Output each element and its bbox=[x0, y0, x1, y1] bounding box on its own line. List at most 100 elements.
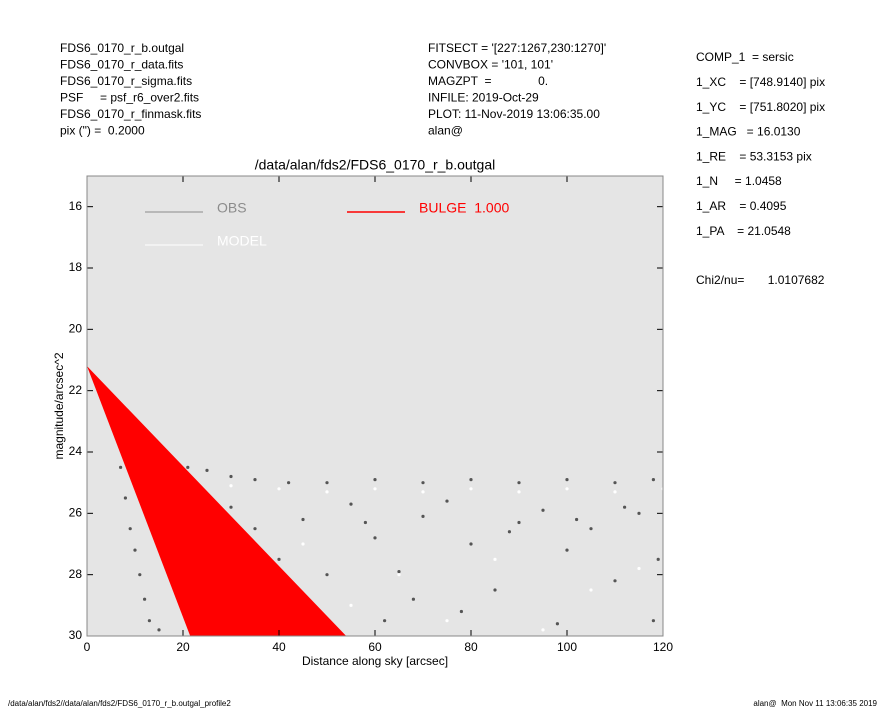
x-tick-label: 100 bbox=[557, 640, 577, 654]
data-point bbox=[205, 468, 209, 472]
data-point bbox=[445, 619, 449, 623]
data-point bbox=[253, 527, 257, 531]
data-point bbox=[637, 566, 641, 571]
data-point bbox=[325, 481, 329, 485]
data-point bbox=[301, 517, 305, 522]
fit-parameter: 1_PA = 21.0548 bbox=[696, 224, 791, 238]
data-point bbox=[541, 628, 545, 632]
data-point bbox=[469, 542, 473, 546]
x-tick-label: 40 bbox=[272, 640, 286, 654]
data-point bbox=[186, 465, 190, 469]
data-point bbox=[469, 478, 473, 482]
data-point bbox=[469, 487, 473, 491]
fit-parameter: 1_MAG = 16.0130 bbox=[696, 125, 801, 139]
data-point bbox=[349, 603, 353, 607]
data-point bbox=[157, 628, 161, 632]
x-tick-label: 0 bbox=[84, 640, 91, 654]
data-point bbox=[229, 484, 233, 488]
data-point bbox=[229, 505, 233, 509]
data-point bbox=[575, 517, 579, 522]
data-point bbox=[565, 548, 569, 552]
y-tick-label: 20 bbox=[69, 322, 83, 336]
fit-parameter: 1_N = 1.0458 bbox=[696, 174, 782, 188]
y-tick-label: 30 bbox=[69, 628, 83, 642]
data-point bbox=[133, 548, 137, 552]
data-point bbox=[613, 481, 617, 485]
fit-parameter: Chi2/nu= 1.0107682 bbox=[696, 273, 825, 287]
legend-label: MODEL bbox=[217, 233, 267, 249]
footer-left: /data/alan/fds2//data/alan/fds2/FDS6_017… bbox=[8, 699, 231, 708]
chart-title: /data/alan/fds2/FDS6_0170_r_b.outgal bbox=[255, 157, 496, 173]
header-middle-line: MAGZPT = 0. bbox=[428, 74, 548, 88]
y-tick-label: 16 bbox=[69, 199, 83, 213]
data-point bbox=[589, 588, 593, 592]
header-left-line: FDS6_0170_r_data.fits bbox=[60, 58, 183, 72]
plot-frame bbox=[86, 175, 664, 637]
y-tick-label: 24 bbox=[69, 444, 83, 458]
y-tick-label: 22 bbox=[69, 383, 83, 397]
data-point bbox=[565, 478, 569, 482]
data-point bbox=[229, 474, 233, 479]
data-point bbox=[325, 573, 329, 577]
data-point bbox=[123, 496, 127, 500]
y-tick-label: 28 bbox=[69, 567, 83, 581]
x-tick-label: 60 bbox=[368, 640, 382, 654]
data-point bbox=[277, 557, 281, 561]
data-point bbox=[613, 490, 617, 494]
data-point bbox=[589, 527, 593, 531]
header-middle-line: FITSECT = '[227:1267,230:1270]' bbox=[428, 41, 606, 55]
data-point bbox=[445, 499, 449, 503]
data-point bbox=[565, 487, 569, 491]
data-point bbox=[325, 490, 329, 494]
data-point bbox=[301, 542, 305, 546]
x-tick-label: 80 bbox=[464, 640, 478, 654]
data-point bbox=[459, 609, 463, 614]
y-axis-label: magnitude/arcsec^2 bbox=[52, 352, 66, 459]
data-point bbox=[541, 508, 545, 512]
fit-parameter: COMP_1 = sersic bbox=[696, 50, 794, 64]
data-point bbox=[421, 481, 425, 485]
data-point bbox=[349, 502, 353, 506]
data-point bbox=[493, 557, 497, 561]
data-point bbox=[493, 588, 497, 592]
legend-label: OBS bbox=[217, 200, 247, 216]
data-point bbox=[363, 520, 367, 525]
header-left-line: FDS6_0170_r_finmask.fits bbox=[60, 107, 201, 121]
data-point bbox=[253, 478, 257, 482]
data-point bbox=[119, 465, 123, 469]
data-point bbox=[517, 520, 521, 525]
bulge-area bbox=[87, 366, 347, 636]
data-point bbox=[397, 570, 401, 574]
fit-parameter: 1_AR = 0.4095 bbox=[696, 199, 787, 213]
data-point bbox=[651, 619, 656, 623]
x-tick-label: 120 bbox=[653, 640, 673, 654]
data-point bbox=[421, 514, 425, 519]
y-tick-label: 26 bbox=[69, 506, 83, 520]
fit-parameter: 1_RE = 53.3153 pix bbox=[696, 149, 812, 163]
x-axis-label: Distance along sky [arcsec] bbox=[302, 654, 448, 668]
data-point bbox=[277, 487, 281, 491]
data-point bbox=[517, 490, 521, 494]
data-point bbox=[143, 597, 147, 601]
data-point bbox=[656, 557, 660, 561]
data-point bbox=[637, 511, 641, 515]
fit-parameter: 1_YC = [751.8020] pix bbox=[696, 100, 825, 114]
data-point bbox=[421, 490, 425, 494]
data-point bbox=[138, 573, 142, 577]
data-point bbox=[651, 478, 656, 482]
data-point bbox=[613, 579, 617, 583]
header-left-line: pix (") = 0.2000 bbox=[60, 124, 145, 138]
data-point bbox=[517, 481, 521, 485]
data-point bbox=[373, 487, 377, 491]
header-left-line: FDS6_0170_r_sigma.fits bbox=[60, 74, 192, 88]
header-left-line: FDS6_0170_r_b.outgal bbox=[60, 41, 184, 55]
y-tick-label: 18 bbox=[69, 260, 83, 274]
data-point bbox=[411, 597, 415, 601]
header-middle-line: alan@ bbox=[428, 124, 463, 138]
header-left-line: PSF = psf_r6_over2.fits bbox=[60, 91, 199, 105]
data-point bbox=[507, 530, 511, 534]
header-middle-line: CONVBOX = '101, 101' bbox=[428, 58, 553, 72]
data-point bbox=[373, 536, 377, 540]
data-point bbox=[128, 527, 132, 531]
